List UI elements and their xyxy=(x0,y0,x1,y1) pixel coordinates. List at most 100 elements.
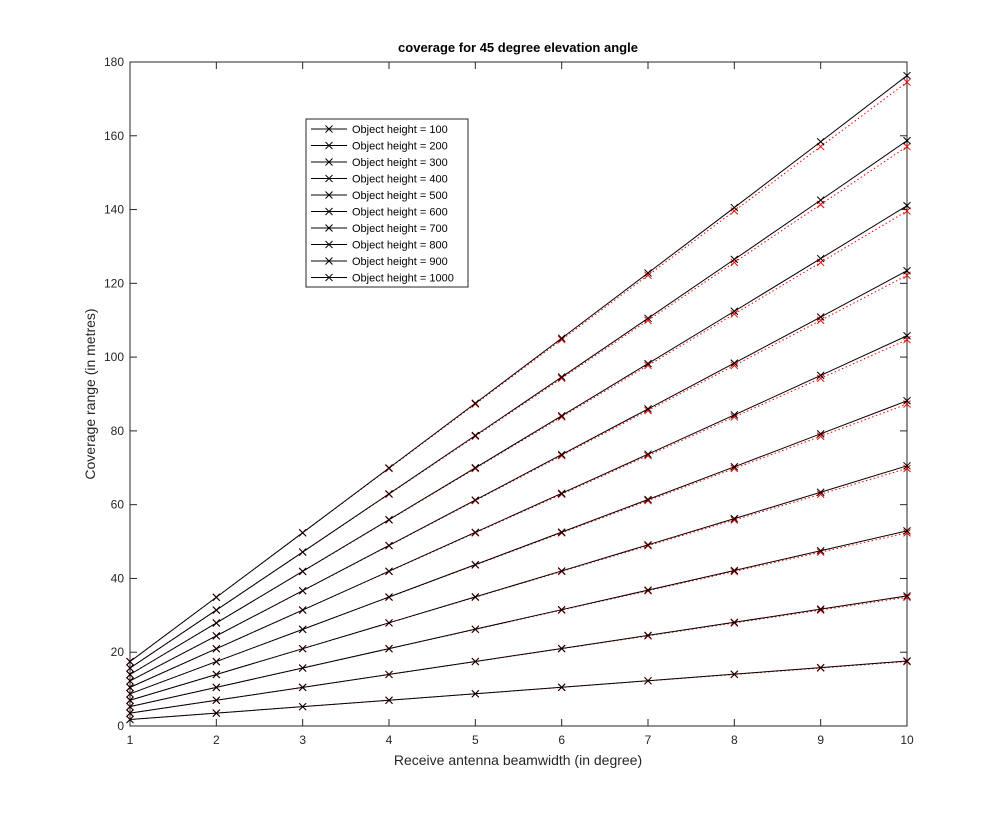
series-point-marker xyxy=(644,540,652,549)
series-point-marker xyxy=(126,657,134,666)
approx-point-marker xyxy=(816,432,825,441)
series-point-marker xyxy=(385,696,393,705)
x-tick-label: 8 xyxy=(731,733,738,747)
series-point-marker xyxy=(212,709,221,717)
legend-marker xyxy=(325,257,333,265)
series-point-marker xyxy=(212,644,221,653)
series-point-marker xyxy=(816,605,825,613)
approx-point-marker xyxy=(644,541,652,550)
approx-point-marker xyxy=(903,142,911,151)
series-point-marker xyxy=(903,657,911,665)
series-point-marker xyxy=(730,359,739,367)
y-tick-label: 140 xyxy=(104,203,124,217)
series-point-marker xyxy=(644,676,652,685)
series-point-marker xyxy=(644,450,652,459)
x-tick-label: 5 xyxy=(472,733,479,747)
series-point-marker xyxy=(126,709,134,717)
series-point-marker xyxy=(126,670,134,679)
y-tick-label: 20 xyxy=(111,645,125,659)
series-point-marker xyxy=(385,567,393,576)
series-point-marker xyxy=(471,657,480,666)
series-point-marker xyxy=(212,593,221,602)
approx-point-marker xyxy=(730,207,739,215)
legend-marker xyxy=(325,224,333,232)
series-point-marker xyxy=(298,644,307,653)
series-line xyxy=(129,595,908,714)
series-line xyxy=(129,75,908,663)
plot-area xyxy=(129,61,908,727)
y-tick-label: 60 xyxy=(111,498,125,512)
series-point-marker xyxy=(212,619,221,627)
series-point-marker xyxy=(816,371,825,380)
x-tick-label: 9 xyxy=(817,733,824,747)
series-point-marker xyxy=(471,399,480,408)
y-tick-label: 120 xyxy=(104,276,124,290)
legend-entry: Object height = 700 xyxy=(352,223,448,235)
legend-entry: Object height = 500 xyxy=(352,190,448,202)
series-point-marker xyxy=(644,405,652,413)
series-line xyxy=(129,465,908,701)
series-line xyxy=(129,530,908,708)
series-point-marker xyxy=(126,696,134,705)
approx-series-line xyxy=(129,210,908,675)
series-point-marker xyxy=(557,411,566,420)
legend: Object height = 100 Object height = 200 Ob… xyxy=(305,118,469,288)
approx-point-marker xyxy=(644,361,652,370)
legend-marker xyxy=(325,191,333,199)
series-point-marker xyxy=(471,528,480,537)
series-point-marker xyxy=(903,266,911,275)
series-point-marker xyxy=(816,313,825,321)
legend-entry: Object height = 1000 xyxy=(352,273,454,285)
approx-point-marker xyxy=(557,335,566,344)
series-point-marker xyxy=(644,314,652,323)
series-point-marker xyxy=(730,203,739,212)
series-point-marker xyxy=(557,489,566,498)
legend-box xyxy=(305,118,469,288)
series-point-marker xyxy=(730,462,739,471)
series-point-marker xyxy=(557,528,566,536)
series-point-marker xyxy=(126,664,134,672)
chart-title: coverage for 45 degree elevation angle xyxy=(398,40,638,55)
approx-point-marker xyxy=(903,528,911,537)
legend-entry: Object height = 300 xyxy=(352,157,448,169)
series-point-marker xyxy=(816,546,825,555)
series-point-marker xyxy=(298,528,307,537)
series-point-marker xyxy=(557,334,566,343)
series-point-marker xyxy=(385,515,393,524)
series-point-marker xyxy=(385,644,393,653)
legend-entry: Object height = 900 xyxy=(352,256,448,268)
approx-point-marker xyxy=(816,606,825,614)
series-point-marker xyxy=(298,606,307,614)
series-point-marker xyxy=(816,663,825,672)
legend-marker xyxy=(325,207,333,216)
legend-marker xyxy=(325,158,333,166)
series-point-marker xyxy=(471,431,480,440)
series-point-marker xyxy=(557,605,566,614)
series-point-marker xyxy=(212,670,221,679)
series-point-marker xyxy=(903,136,911,145)
series-point-marker xyxy=(298,586,307,595)
series-point-marker xyxy=(471,560,480,569)
series-point-marker xyxy=(212,606,221,614)
series-point-marker xyxy=(644,631,652,640)
series-point-marker xyxy=(730,514,739,523)
approx-point-marker xyxy=(644,316,652,325)
legend-entry: Object height = 200 xyxy=(352,141,448,153)
series-point-marker xyxy=(730,618,739,627)
series-point-marker xyxy=(298,567,307,576)
series-point-marker xyxy=(557,373,566,381)
series-point-marker xyxy=(903,396,911,405)
series-point-marker xyxy=(730,670,739,679)
series-point-marker xyxy=(644,269,652,277)
y-tick-label: 160 xyxy=(104,129,124,143)
legend-entry: Object height = 100 xyxy=(352,124,448,136)
series-point-marker xyxy=(816,488,825,497)
series-point-marker xyxy=(816,254,825,263)
x-tick-label: 1 xyxy=(127,733,134,747)
x-tick-label: 6 xyxy=(558,733,565,747)
x-tick-label: 2 xyxy=(213,733,220,747)
series-point-marker xyxy=(471,625,480,634)
series-point-marker xyxy=(471,463,480,472)
series-point-marker xyxy=(903,461,911,470)
y-tick-label: 40 xyxy=(111,571,125,585)
